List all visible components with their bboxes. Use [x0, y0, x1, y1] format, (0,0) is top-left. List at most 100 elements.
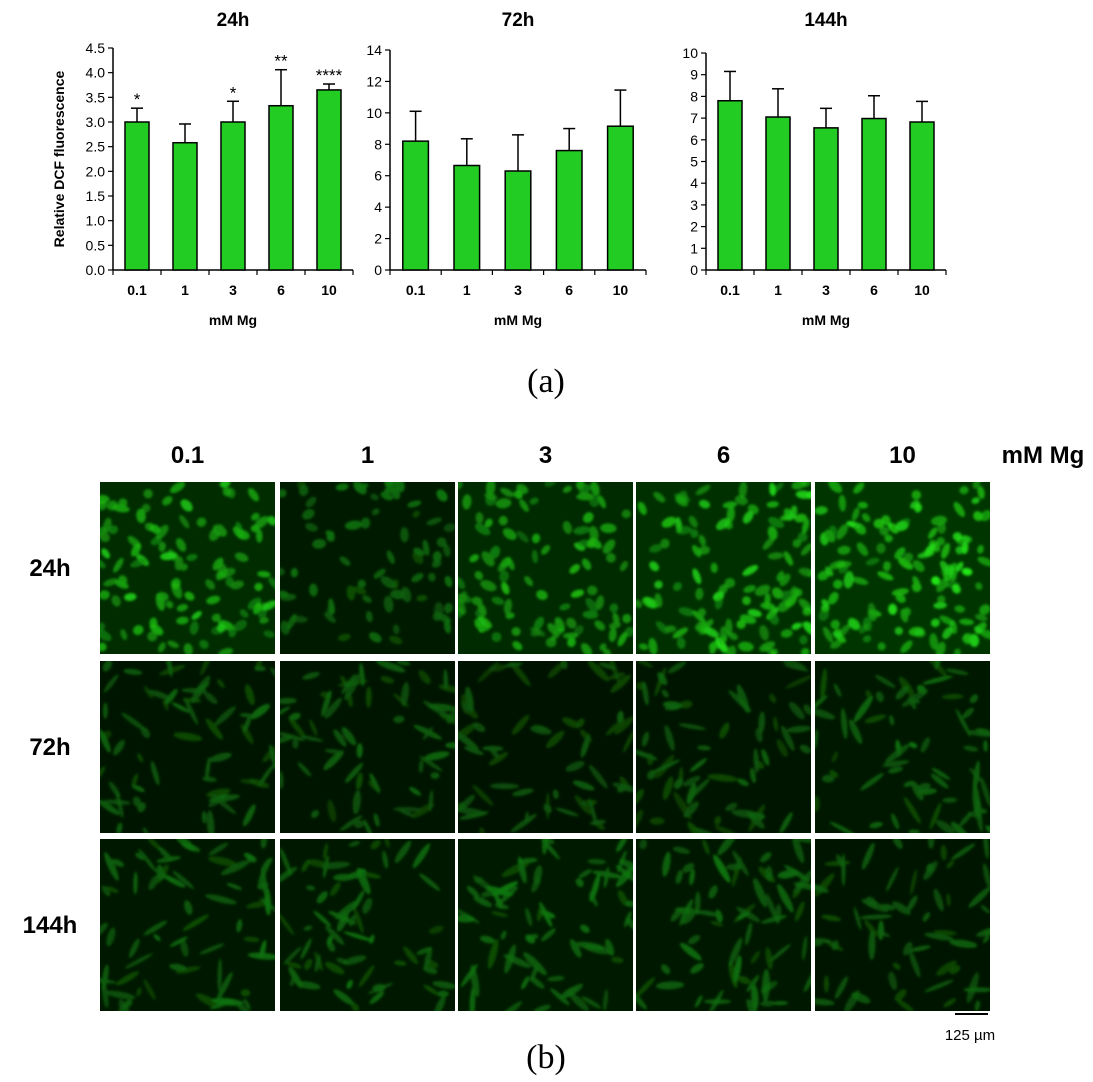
cell: [758, 711, 766, 734]
cell: [175, 966, 201, 974]
cell: [321, 690, 332, 717]
cell: [424, 751, 450, 761]
cell: [860, 772, 884, 791]
cell: [458, 482, 463, 490]
cell: [485, 886, 513, 897]
cell: [169, 963, 187, 972]
cell: [359, 662, 365, 687]
cell: [615, 865, 633, 883]
cell: [562, 632, 579, 639]
cell: [917, 551, 935, 559]
cell: [162, 496, 173, 506]
cell: [610, 674, 631, 693]
cell: [423, 700, 451, 719]
cell: [589, 537, 602, 549]
cell: [803, 704, 811, 715]
micrograph-tile: [815, 482, 990, 654]
cell: [280, 911, 295, 936]
cell: [393, 715, 405, 724]
cell: [877, 642, 886, 651]
cell: [131, 773, 139, 787]
cell: [108, 525, 119, 535]
cell: [688, 934, 701, 945]
cell: [687, 821, 706, 833]
cell: [488, 752, 509, 766]
cell: [765, 893, 777, 920]
cell: [304, 958, 313, 970]
cell: [150, 761, 160, 786]
cell: [920, 737, 930, 753]
cell: [335, 899, 360, 920]
cell: [280, 488, 287, 498]
y-tick-label: 9: [690, 67, 698, 83]
x-tick-label: 1: [181, 282, 189, 298]
cell: [821, 774, 835, 783]
cell: [100, 729, 111, 753]
cell: [212, 557, 224, 571]
cell: [108, 781, 121, 798]
cell: [140, 727, 151, 739]
cell: [977, 556, 990, 567]
cell: [214, 706, 236, 726]
cell: [239, 609, 249, 618]
bar: [765, 116, 791, 271]
cell: [949, 965, 961, 975]
cell: [714, 596, 723, 610]
cell: [616, 710, 624, 723]
row-header: 72h: [29, 734, 70, 761]
chart-144h: 144h 0 1 2 3 4 5 6 7 8 9 10 0.1 1 3 6 10 mM Mg: [682, 10, 947, 328]
cell: [599, 643, 607, 651]
cell: [980, 905, 990, 914]
cell: [582, 512, 594, 524]
cell: [972, 784, 981, 817]
cell: [679, 700, 693, 709]
cell: [115, 791, 124, 819]
cell: [605, 938, 615, 956]
cell: [661, 516, 677, 528]
cell: [297, 482, 306, 489]
cell: [172, 870, 195, 890]
cell: [220, 859, 251, 876]
y-tick-label: 10: [366, 105, 382, 121]
tile-background: [458, 839, 633, 1011]
cell: [517, 856, 527, 884]
chart-72h: 72h 0 2 4 6 8 10 12 14 0.1 1 3 6 10 mM Mg: [366, 10, 647, 328]
cell: [131, 784, 145, 793]
cell: [343, 931, 374, 942]
cell: [590, 482, 600, 496]
cell: [737, 778, 749, 787]
cell: [909, 698, 921, 704]
cell: [828, 482, 843, 493]
cell: [436, 537, 447, 548]
chart-24h: 24h 0.0 0.5 1.0 1.5 2.0 2.5 3.0 3.5 4.0 4.5 * 0.1 1 * 3…: [51, 10, 354, 328]
cell: [362, 595, 372, 603]
cell: [802, 935, 808, 961]
cell: [419, 755, 443, 772]
cell: [945, 668, 969, 675]
cell: [396, 661, 411, 666]
cell: [529, 627, 546, 637]
cell: [253, 602, 262, 615]
cell: [602, 539, 616, 554]
cell: [115, 999, 130, 1011]
cell: [391, 485, 401, 500]
cell: [540, 839, 560, 860]
cell: [513, 490, 523, 499]
cell: [234, 619, 247, 631]
cell: [351, 1002, 360, 1011]
cell: [608, 627, 617, 643]
cell: [731, 856, 742, 887]
cell: [327, 799, 337, 823]
cell: [214, 524, 225, 534]
x-tick-label: 3: [229, 282, 237, 298]
cell: [815, 938, 823, 947]
cell: [342, 955, 367, 965]
cell: [760, 1000, 775, 1007]
cell: [251, 512, 260, 521]
cell: [728, 961, 738, 989]
cell: [180, 499, 193, 512]
cell: [928, 527, 938, 539]
cell: [911, 490, 922, 500]
cell: [352, 790, 361, 815]
cell: [114, 579, 129, 589]
